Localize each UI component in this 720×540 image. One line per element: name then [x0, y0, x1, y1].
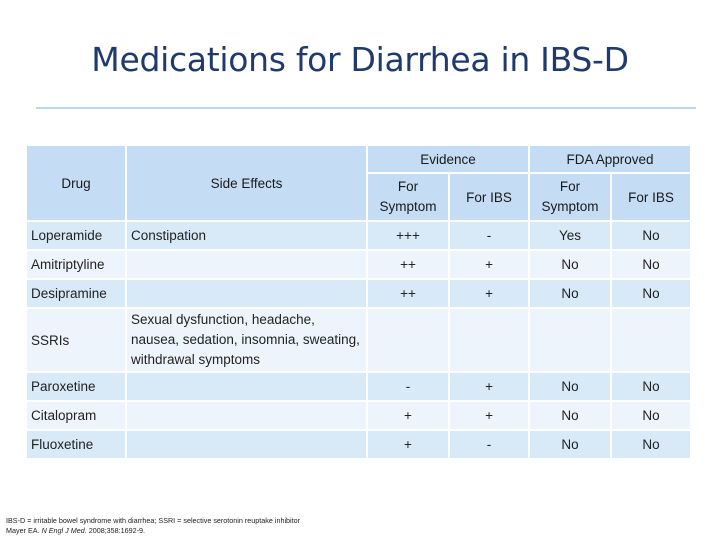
evidence-symptom-cell: ++ [366, 278, 450, 309]
fda-symptom-cell: No [528, 249, 613, 280]
evidence-ibs-cell: + [447, 400, 531, 431]
fda-ibs-cell: No [610, 278, 693, 309]
drug-name: Amitriptyline [25, 249, 127, 280]
table-row: Desipramine ++ + No No [25, 278, 693, 309]
drug-name: Desipramine [25, 278, 127, 309]
footnote-abbreviations: IBS-D = irritable bowel syndrome with di… [6, 516, 301, 525]
drug-name: SSRIs [25, 307, 127, 373]
footnote-citation: Mayer EA. N Engl J Med. 2008;358:1692-9. [6, 526, 300, 536]
evidence-ibs-cell: + [447, 249, 531, 280]
citation-journal: N Engl J Med. [41, 526, 87, 535]
fda-ibs-cell: No [610, 249, 693, 280]
drug-name: Citalopram [25, 400, 127, 431]
header-fda-approved: FDA Approved [528, 144, 693, 174]
evidence-symptom-cell: ++ [366, 249, 450, 280]
table-row: Paroxetine - + No No [25, 371, 693, 402]
side-effects-cell [125, 371, 368, 402]
evidence-symptom-cell: - [366, 371, 450, 402]
header-drug: Drug [25, 144, 127, 222]
evidence-ibs-cell: + [447, 371, 531, 402]
fda-ibs-cell: No [610, 220, 693, 251]
table-row: Citalopram + + No No [25, 400, 693, 431]
evidence-ibs-cell: + [447, 278, 531, 309]
citation-author: Mayer EA. [6, 526, 42, 535]
side-effects-cell: Sexual dysfunction, headache, nausea, se… [125, 307, 368, 373]
citation-details: 2008;358:1692-9. [86, 526, 146, 535]
table-row: Fluoxetine + - No No [25, 429, 693, 460]
title-divider [36, 107, 696, 109]
fda-ibs-cell [610, 307, 693, 373]
side-effects-cell [125, 400, 368, 431]
fda-symptom-cell: No [528, 278, 613, 309]
evidence-symptom-cell [366, 307, 450, 373]
fda-symptom-cell: No [528, 371, 613, 402]
side-effects-cell: Constipation [125, 220, 368, 251]
fda-ibs-cell: No [610, 400, 693, 431]
drug-name: Fluoxetine [25, 429, 127, 460]
table-row: Amitriptyline ++ + No No [25, 249, 693, 280]
footnote: IBS-D = irritable bowel syndrome with di… [6, 516, 300, 536]
header-fda-for-symptom: For Symptom [528, 172, 613, 222]
fda-ibs-cell: No [610, 429, 693, 460]
drug-name: Paroxetine [25, 371, 127, 402]
slide-title: Medications for Diarrhea in IBS-D [91, 40, 629, 79]
side-effects-cell [125, 249, 368, 280]
fda-symptom-cell: No [528, 400, 613, 431]
header-evidence-for-symptom: For Symptom [366, 172, 450, 222]
side-effects-cell [125, 429, 368, 460]
fda-ibs-cell: No [610, 371, 693, 402]
evidence-symptom-cell: +++ [366, 220, 450, 251]
evidence-ibs-cell: - [447, 429, 531, 460]
header-evidence-for-ibs: For IBS [447, 172, 531, 222]
fda-symptom-cell [528, 307, 613, 373]
medications-table: Drug Side Effects Evidence FDA Approved … [25, 144, 693, 460]
table-row: SSRIs Sexual dysfunction, headache, naus… [25, 307, 693, 373]
evidence-ibs-cell [447, 307, 531, 373]
evidence-symptom-cell: + [366, 400, 450, 431]
fda-symptom-cell: Yes [528, 220, 613, 251]
header-fda-for-ibs: For IBS [610, 172, 693, 222]
header-evidence: Evidence [365, 144, 531, 174]
table-row: Loperamide Constipation +++ - Yes No [25, 220, 693, 251]
evidence-ibs-cell: - [447, 220, 531, 251]
header-side-effects: Side Effects [125, 144, 368, 222]
drug-name: Loperamide [25, 220, 127, 251]
evidence-symptom-cell: + [366, 429, 450, 460]
fda-symptom-cell: No [528, 429, 613, 460]
side-effects-cell [125, 278, 368, 309]
